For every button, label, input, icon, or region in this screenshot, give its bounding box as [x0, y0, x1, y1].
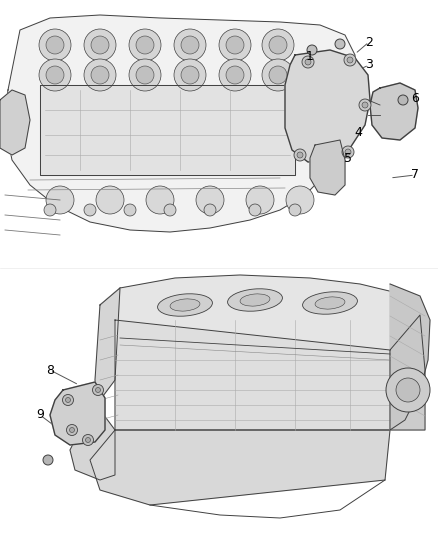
Ellipse shape [158, 294, 212, 316]
Circle shape [344, 54, 356, 66]
Polygon shape [40, 85, 295, 175]
Circle shape [359, 99, 371, 111]
Circle shape [347, 57, 353, 63]
Circle shape [84, 204, 96, 216]
Polygon shape [115, 320, 390, 430]
Ellipse shape [228, 289, 283, 311]
Circle shape [181, 66, 199, 84]
Circle shape [43, 455, 53, 465]
Circle shape [91, 66, 109, 84]
Circle shape [226, 66, 244, 84]
Circle shape [124, 204, 136, 216]
Ellipse shape [315, 297, 345, 309]
Text: 1: 1 [306, 51, 314, 63]
Circle shape [297, 152, 303, 158]
Polygon shape [100, 275, 420, 355]
Circle shape [174, 29, 206, 61]
Circle shape [85, 438, 91, 442]
Polygon shape [390, 284, 430, 430]
Text: 7: 7 [411, 168, 419, 182]
Circle shape [269, 66, 287, 84]
Text: 3: 3 [365, 59, 373, 71]
Text: 2: 2 [365, 36, 373, 49]
Circle shape [129, 29, 161, 61]
Polygon shape [0, 90, 30, 155]
Circle shape [386, 368, 430, 412]
Circle shape [46, 66, 64, 84]
Circle shape [136, 36, 154, 54]
Circle shape [46, 186, 74, 214]
Circle shape [398, 95, 408, 105]
Polygon shape [310, 140, 345, 195]
Circle shape [63, 394, 74, 406]
Circle shape [164, 204, 176, 216]
Circle shape [146, 186, 174, 214]
Circle shape [335, 39, 345, 49]
Circle shape [246, 186, 274, 214]
Circle shape [136, 66, 154, 84]
Text: 8: 8 [46, 364, 54, 376]
Circle shape [294, 149, 306, 161]
Circle shape [269, 36, 287, 54]
Circle shape [70, 427, 74, 432]
Text: 4: 4 [354, 126, 362, 140]
Text: 6: 6 [411, 92, 419, 104]
Circle shape [91, 36, 109, 54]
Ellipse shape [240, 294, 270, 306]
Circle shape [92, 384, 103, 395]
Circle shape [345, 149, 351, 155]
Circle shape [181, 36, 199, 54]
Circle shape [82, 434, 93, 446]
Circle shape [307, 45, 317, 55]
Circle shape [262, 29, 294, 61]
Circle shape [67, 424, 78, 435]
Circle shape [84, 59, 116, 91]
Circle shape [249, 204, 261, 216]
Circle shape [286, 186, 314, 214]
Polygon shape [5, 15, 355, 232]
Polygon shape [390, 315, 425, 430]
Circle shape [66, 398, 71, 402]
Polygon shape [285, 50, 370, 162]
Circle shape [46, 36, 64, 54]
Circle shape [39, 59, 71, 91]
Circle shape [226, 36, 244, 54]
Circle shape [196, 186, 224, 214]
Circle shape [219, 29, 251, 61]
Circle shape [342, 146, 354, 158]
Circle shape [129, 59, 161, 91]
Ellipse shape [303, 292, 357, 314]
Circle shape [44, 204, 56, 216]
Circle shape [39, 29, 71, 61]
Circle shape [362, 102, 368, 108]
Polygon shape [50, 382, 105, 445]
Circle shape [95, 387, 100, 392]
Circle shape [262, 59, 294, 91]
Circle shape [84, 29, 116, 61]
Ellipse shape [170, 299, 200, 311]
Circle shape [96, 186, 124, 214]
Circle shape [305, 59, 311, 65]
Text: 9: 9 [36, 408, 44, 422]
Circle shape [219, 59, 251, 91]
Polygon shape [370, 83, 418, 140]
Circle shape [174, 59, 206, 91]
Polygon shape [90, 430, 390, 505]
Circle shape [204, 204, 216, 216]
Circle shape [396, 378, 420, 402]
Circle shape [302, 56, 314, 68]
Polygon shape [70, 288, 120, 480]
Circle shape [289, 204, 301, 216]
Text: 5: 5 [344, 151, 352, 165]
